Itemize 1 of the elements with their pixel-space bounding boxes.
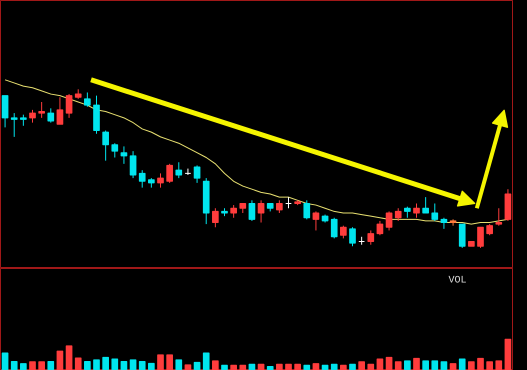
chart-title: VOL — [448, 276, 467, 286]
